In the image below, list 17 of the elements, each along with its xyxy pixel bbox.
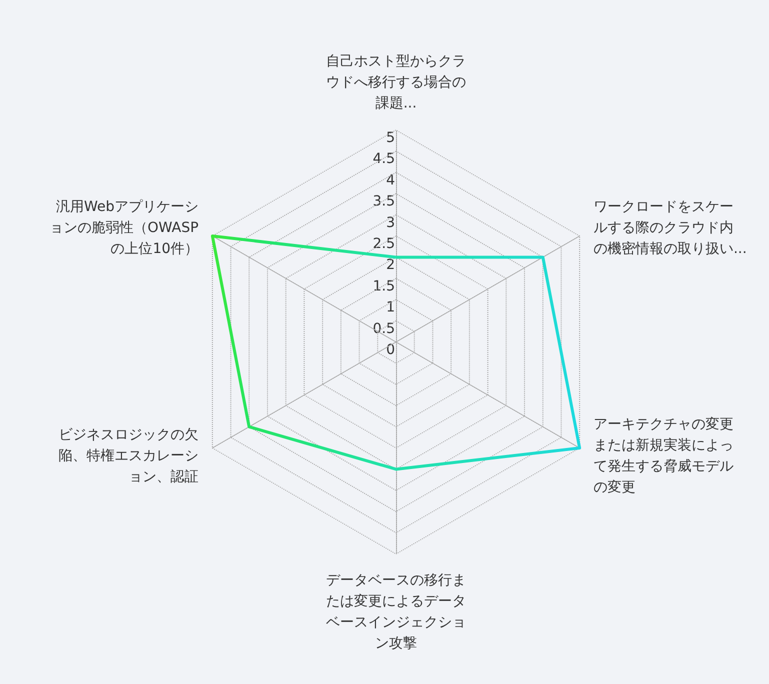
spoke-label: ワークロードをスケールする際のクラウド内の機密情報の取り扱い...: [593, 199, 747, 257]
y-tick-label: 5: [386, 130, 395, 146]
y-tick-label: 3.5: [372, 194, 395, 210]
spoke-label: データベースの移行または変更によるデータベースインジェクション攻撃: [326, 572, 466, 652]
spoke-label: アーキテクチャの変更または新規実装によって発生する脅威モデルの変更: [593, 416, 734, 496]
y-tick-label: 0: [386, 342, 395, 358]
spoke-label: 汎用Webアプリケーションの脆弱性（OWASPの上位10件）: [50, 199, 199, 257]
y-tick-label: 0.5: [372, 320, 395, 337]
y-tick-label: 4.5: [372, 151, 395, 168]
spoke-label: ビジネスロジックの欠陥、特権エスカレーション、認証: [58, 427, 199, 485]
y-tick-label: 3: [386, 214, 395, 231]
y-tick-label: 2: [386, 257, 395, 274]
y-tick-label: 1.5: [372, 278, 395, 294]
spoke-label: 自己ホスト型からクラウドへ移行する場合の課題...: [326, 54, 466, 112]
y-tick-label: 2.5: [372, 236, 395, 252]
y-tick-label: 1: [386, 300, 395, 316]
y-tick-label: 4: [386, 172, 396, 188]
